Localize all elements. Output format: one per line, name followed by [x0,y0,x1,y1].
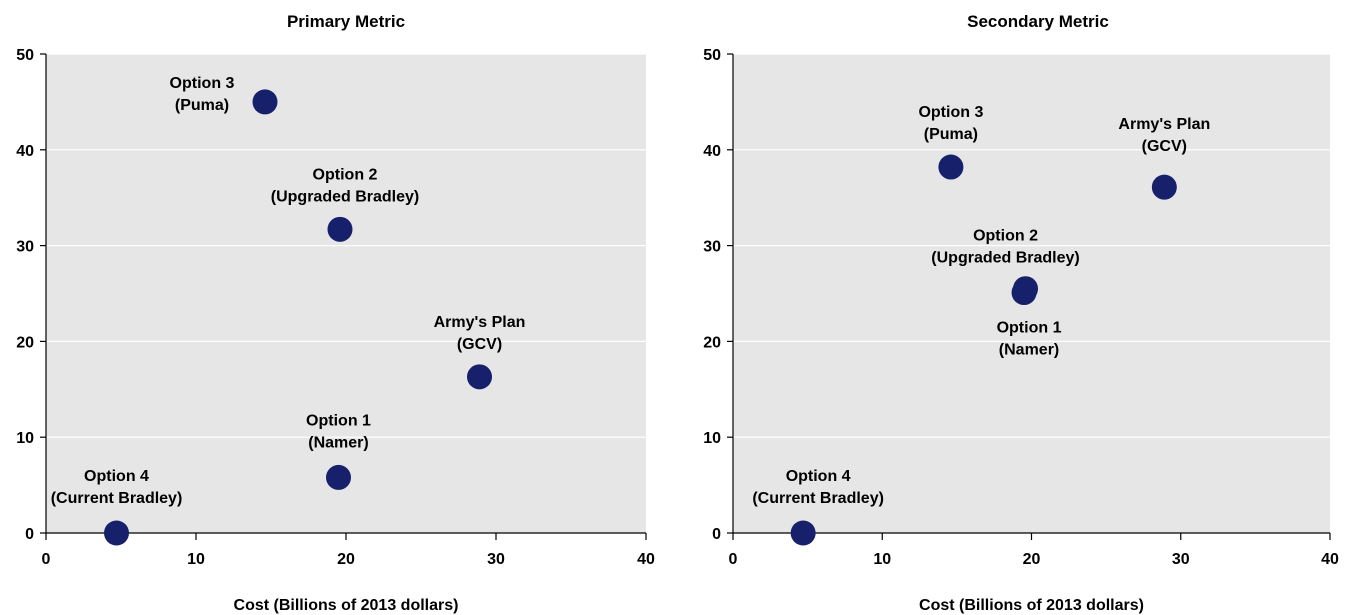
data-label-line: Option 1 [997,320,1062,337]
data-label-line: Option 4 [84,468,149,485]
x-axis-label: Cost (Billions of 2013 dollars) [919,597,1144,614]
y-tick-label: 30 [16,239,34,256]
data-label-line: Army's Plan [434,314,526,331]
data-label-line: (Current Bradley) [752,490,884,507]
x-tick-label: 20 [1023,551,1041,568]
data-point [104,520,129,546]
data-label-line: (GCV) [457,336,502,353]
data-label-line: Option 1 [306,412,371,429]
data-label-line: (Upgraded Bradley) [271,188,419,205]
data-label: Option 1 (Namer) [997,320,1062,359]
data-label-line: (Puma) [924,126,978,143]
x-tick-label: 40 [637,551,655,568]
y-tick-label: 20 [703,334,721,351]
y-tick-label: 40 [16,143,34,160]
data-point [790,520,816,546]
y-tick-label: 10 [703,430,721,447]
data-label-line: Army's Plan [1118,116,1210,133]
chart-title: Secondary Metric [967,12,1109,31]
chart-panel-2: 0 10 20 30 40 50 0 10 20 30 40 Secondary Metric Cost… [703,12,1339,614]
data-label: Option 4 (Current Bradley) [51,468,183,507]
data-label: Option 4 (Current Bradley) [752,468,884,507]
data-point [1151,174,1177,200]
x-tick-label: 10 [187,551,205,568]
x-tick-label: 30 [487,551,505,568]
data-point [327,216,353,242]
data-point [252,89,278,115]
x-tick-label: 10 [873,551,891,568]
chart-title: Primary Metric [287,12,405,31]
y-tick-label: 40 [703,143,721,160]
data-point [467,364,492,390]
data-label: Option 2 (Upgraded Bradley) [271,166,419,205]
data-label-line: Option 3 [170,75,235,92]
y-tick-label: 10 [16,430,34,447]
data-label-line: Option 2 [313,166,378,183]
data-point [326,464,351,490]
x-tick-label: 20 [337,551,355,568]
data-label: Army's Plan (GCV) [434,314,526,353]
data-point [1013,276,1039,302]
data-label: Option 1 (Namer) [306,412,371,451]
data-label-line: (Current Bradley) [51,490,183,507]
data-label: Option 3 (Puma) [170,75,235,114]
y-tick-label: 50 [16,47,34,64]
y-tick-label: 0 [25,526,34,543]
data-label-line: Option 2 [973,228,1038,245]
x-tick-label: 0 [42,551,51,568]
x-tick-label: 40 [1321,551,1339,568]
data-label: Option 2 (Upgraded Bradley) [931,228,1079,267]
data-label-line: (GCV) [1142,138,1187,155]
data-label-line: (Namer) [308,434,368,451]
y-tick-label: 20 [16,334,34,351]
data-label-line: (Namer) [999,342,1059,359]
plot-area [46,54,646,533]
y-tick-label: 50 [703,47,721,64]
data-label-line: Option 4 [786,468,851,485]
data-label: Army's Plan (GCV) [1118,116,1210,155]
x-tick-label: 30 [1172,551,1190,568]
data-label: Option 3 (Puma) [918,104,983,143]
x-axis-label: Cost (Billions of 2013 dollars) [234,597,459,614]
y-tick-label: 0 [712,526,721,543]
chart-panel-1: 0 10 20 30 40 50 0 10 20 30 40 Primary Metric Cost (… [16,12,655,614]
data-label-line: Option 3 [918,104,983,121]
data-label-line: (Puma) [175,97,229,114]
data-point [938,154,964,180]
x-tick-label: 0 [729,551,738,568]
y-tick-label: 30 [703,239,721,256]
data-label-line: (Upgraded Bradley) [931,250,1079,267]
